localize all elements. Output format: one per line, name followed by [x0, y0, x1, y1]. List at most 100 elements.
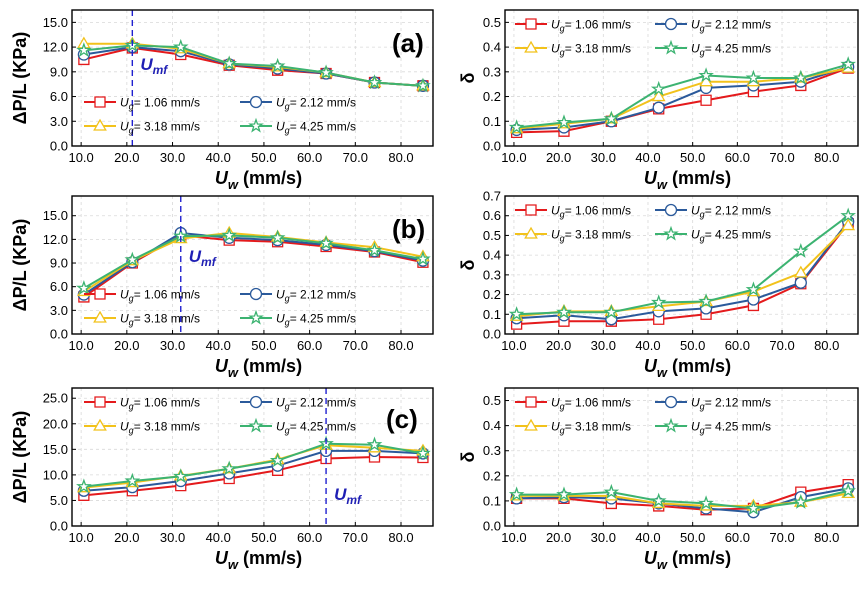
y-tick-label: 12.0 — [43, 40, 68, 55]
x-tick-label: 80.0 — [814, 338, 839, 353]
legend-marker — [248, 417, 264, 433]
legend-marker — [525, 18, 537, 30]
data-point — [840, 207, 856, 223]
data-point — [698, 67, 714, 83]
x-tick-label: 40.0 — [206, 150, 231, 165]
data-point — [269, 229, 286, 245]
data-point — [698, 293, 714, 309]
legend-marker — [249, 287, 263, 301]
x-tick-label: 10.0 — [501, 338, 526, 353]
x-tick-label: 10.0 — [68, 150, 93, 165]
legend-entry: Ug= 4.25 mm/s — [276, 420, 356, 436]
data-point — [221, 227, 238, 243]
y-tick-label: 0.0 — [50, 139, 68, 154]
legend-marker — [249, 95, 263, 109]
data-point — [172, 468, 189, 484]
y-tick-label: 12.0 — [43, 232, 68, 247]
y-tick-label: 0.5 — [483, 393, 501, 408]
data-point — [745, 281, 762, 297]
y-tick-label: 0.7 — [483, 189, 501, 204]
data-point — [269, 57, 286, 73]
x-tick-label: 30.0 — [591, 150, 616, 165]
y-tick-label: 0.3 — [483, 267, 501, 282]
y-tick-label: 0.2 — [483, 468, 501, 483]
x-tick-label: 80.0 — [388, 530, 413, 545]
legend-entry: Ug= 1.06 mm/s — [551, 396, 631, 412]
panel-label: (c) — [386, 404, 418, 434]
series-line — [83, 449, 424, 492]
series-line — [516, 63, 849, 129]
data-point — [556, 114, 572, 130]
y-tick-label: 9.0 — [50, 64, 68, 79]
data-point — [792, 242, 809, 258]
y-tick-label: 0.0 — [483, 519, 501, 534]
y-tick-label: 10.0 — [43, 467, 68, 482]
panel-label: (b) — [392, 214, 425, 244]
x-axis-label: Uw (mm/s) — [215, 168, 302, 192]
legend-entry: Ug= 4.25 mm/s — [691, 420, 771, 436]
legend-marker — [524, 226, 538, 239]
data-point — [366, 74, 383, 90]
y-tick-label: 0.6 — [483, 208, 501, 223]
y-tick-label: 3.0 — [50, 303, 68, 318]
x-tick-label: 60.0 — [725, 338, 750, 353]
panel-b: 10.0 20.0 30.0 40.0 50.0 60.0 70.0 80.0 0.0 3.0 6.… — [10, 195, 434, 380]
x-tick-label: 80.0 — [814, 150, 839, 165]
y-tick-label: 20.0 — [43, 416, 68, 431]
x-axis-label: Uw (mm/s) — [215, 356, 302, 380]
data-point — [603, 483, 620, 499]
legend-entry: Ug= 2.12 mm/s — [691, 18, 771, 34]
x-tick-label: 10.0 — [501, 150, 526, 165]
series-line — [83, 44, 424, 87]
data-point — [508, 486, 525, 502]
x-tick-label: 30.0 — [160, 150, 185, 165]
y-tick-label: 5.0 — [50, 493, 68, 508]
x-tick-label: 30.0 — [591, 530, 616, 545]
x-tick-label: 50.0 — [251, 530, 276, 545]
plot-frame — [71, 387, 434, 527]
legend-marker — [94, 96, 106, 108]
x-tick-label: 30.0 — [160, 530, 185, 545]
legend-entry: Ug= 3.18 mm/s — [551, 420, 631, 436]
x-tick-label: 20.0 — [546, 150, 571, 165]
legend-entry: Ug= 3.18 mm/s — [120, 420, 200, 436]
x-tick-label: 40.0 — [206, 338, 231, 353]
series-4 — [508, 56, 856, 135]
x-tick-label: 50.0 — [251, 338, 276, 353]
y-tick-label: 0.1 — [483, 307, 501, 322]
legend-entry: Ug= 1.06 mm/s — [551, 18, 631, 34]
data-point — [651, 89, 666, 102]
series-line — [83, 455, 423, 497]
data-point — [841, 218, 856, 231]
data-point — [76, 478, 92, 494]
x-axis-label: Uw (mm/s) — [644, 548, 731, 572]
x-tick-label: 10.0 — [68, 338, 93, 353]
x-tick-label: 60.0 — [297, 150, 322, 165]
x-tick-label: 40.0 — [635, 338, 660, 353]
series-line — [516, 222, 849, 326]
data-point — [76, 42, 92, 58]
x-tick-label: 10.0 — [501, 530, 526, 545]
series-4 — [508, 482, 856, 516]
legend: Ug= 1.06 mm/s Ug= 2.12 mm/s Ug= 3.18 mm/s U… — [515, 204, 771, 244]
data-point — [124, 251, 141, 267]
umf-label: Umf — [334, 485, 362, 507]
data-point — [172, 38, 189, 54]
x-tick-label: 70.0 — [769, 338, 794, 353]
series-line — [83, 442, 424, 488]
x-tick-label: 10.0 — [68, 530, 93, 545]
legend-entry: Ug= 2.12 mm/s — [691, 204, 771, 220]
legend-marker — [249, 395, 263, 409]
x-tick-label: 70.0 — [343, 338, 368, 353]
x-axis-label: Uw (mm/s) — [644, 356, 731, 380]
legend-marker — [94, 288, 106, 300]
plot-frame — [71, 9, 434, 147]
umf-label: Umf — [189, 247, 217, 269]
x-tick-label: 70.0 — [769, 530, 794, 545]
x-tick-label: 40.0 — [635, 150, 660, 165]
series-line — [516, 65, 849, 131]
x-axis-label: Uw (mm/s) — [215, 548, 302, 572]
series-line — [516, 487, 849, 514]
legend: Ug= 1.06 mm/s Ug= 2.12 mm/s Ug= 3.18 mm/s U… — [84, 288, 356, 328]
